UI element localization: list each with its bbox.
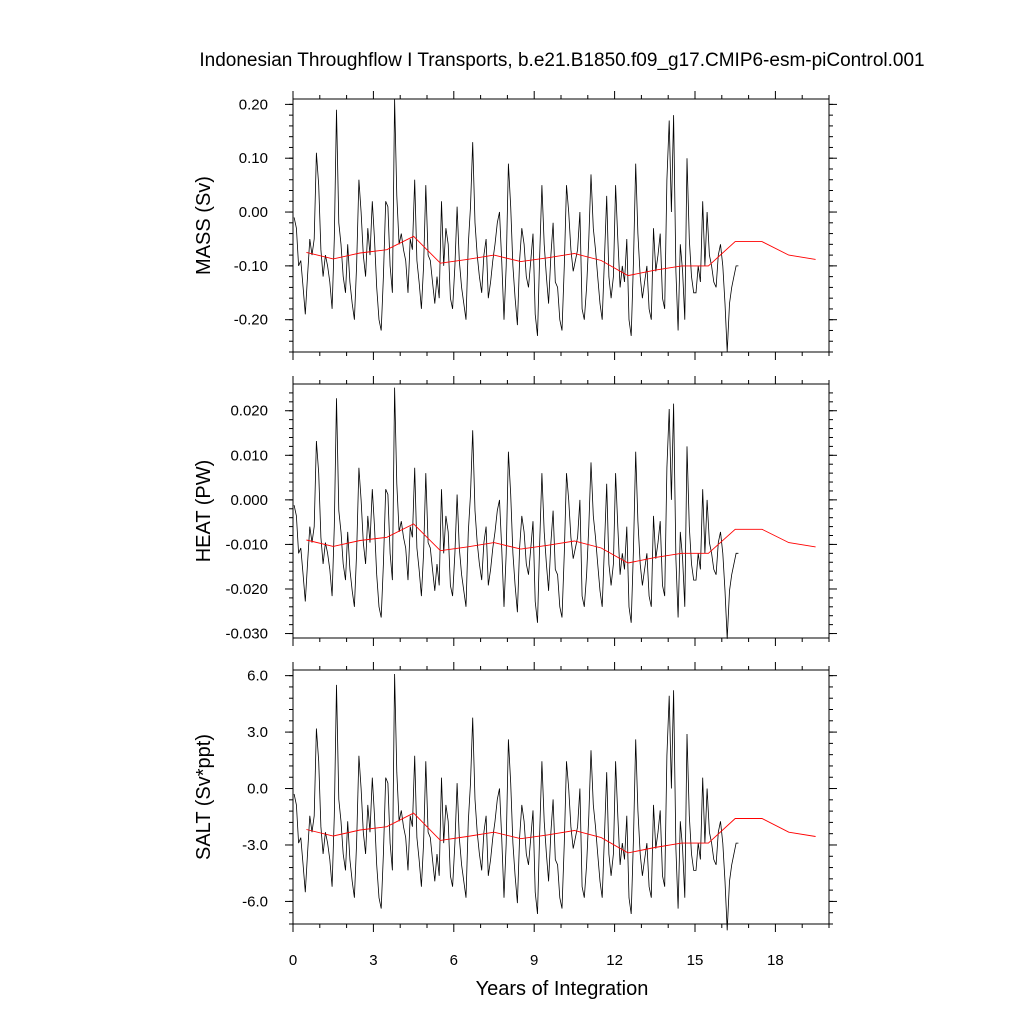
mass-y-tick-label: -0.10 [234, 258, 268, 275]
mass-y-tick-label: 0.20 [239, 96, 268, 113]
x-tick-label: 0 [289, 952, 297, 969]
x-tick-label: 18 [767, 952, 784, 969]
heat-annual-mean-series-line [306, 523, 816, 564]
heat-y-tick-label: 0.000 [230, 492, 268, 509]
mass-y-tick-label: 0.10 [239, 150, 268, 167]
salt-monthly-series-line [293, 673, 739, 931]
mass-panel: 0.20 0.10 0.00 -0.10 -0.20 MASS (Sv) [193, 91, 837, 360]
heat-y-tick-label: -0.020 [225, 581, 268, 598]
x-tick-label: 15 [687, 952, 704, 969]
x-tick-label: 12 [606, 952, 623, 969]
mass-annual-mean-series-line [306, 235, 816, 277]
heat-y-axis-label: HEAT (PW) [193, 460, 215, 563]
chart-title: Indonesian Throughflow I Transports, b.e… [199, 50, 924, 71]
salt-y-tick-label: -3.0 [242, 837, 268, 854]
heat-monthly-series-line [293, 387, 739, 639]
mass-monthly-series-line [293, 98, 739, 353]
heat-panel: 0.020 0.010 0.000 -0.010 -0.020 -0.030 HEAT (P… [193, 376, 837, 646]
heat-y-tick-label: 0.020 [230, 403, 268, 420]
salt-y-tick-label: 6.0 [247, 668, 268, 685]
salt-y-tick-label: -6.0 [242, 893, 268, 910]
salt-y-axis-label: SALT (Sv*ppt) [193, 734, 215, 860]
x-tick-label: 9 [530, 952, 538, 969]
salt-panel: 6.0 3.0 0.0 -3.0 -6.0 SALT (Sv*ppt) [193, 662, 837, 932]
heat-y-tick-label: 0.010 [230, 447, 268, 464]
x-axis-label: Years of Integration [476, 978, 649, 1000]
mass-y-axis-label: MASS (Sv) [193, 176, 215, 275]
mass-y-tick-label: -0.20 [234, 312, 268, 329]
mass-y-tick-label: 0.00 [239, 204, 268, 221]
heat-y-tick-label: -0.030 [225, 626, 268, 643]
salt-annual-mean-series-line [306, 812, 816, 854]
salt-y-tick-label: 0.0 [247, 781, 268, 798]
salt-y-tick-label: 3.0 [247, 724, 268, 741]
x-tick-label: 3 [369, 952, 377, 969]
x-tick-label: 6 [450, 952, 458, 969]
heat-y-tick-label: -0.010 [225, 536, 268, 553]
